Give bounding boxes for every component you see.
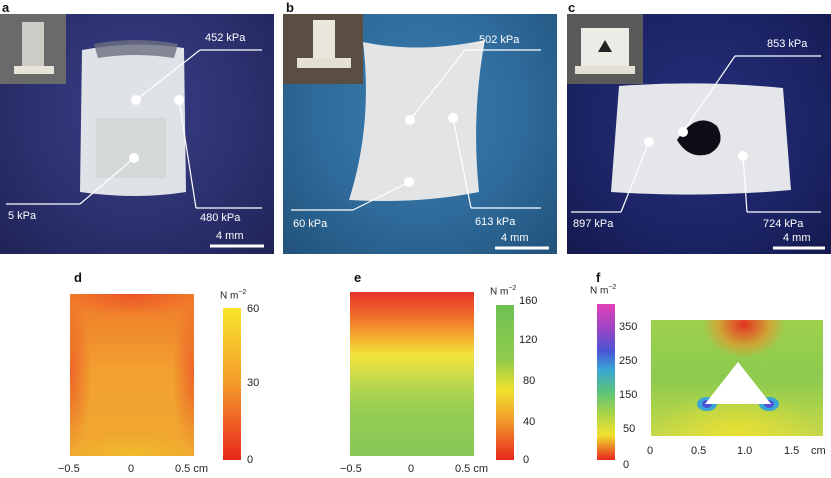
panel-e-x-tick: 0 bbox=[408, 463, 415, 475]
panel-c-scale-label: 4 mm bbox=[783, 232, 811, 244]
panel-e-label: e bbox=[354, 270, 362, 285]
panel-b-scale-label: 4 mm bbox=[501, 232, 529, 244]
panel-a-annotation-right: 480 kPa bbox=[200, 212, 241, 224]
panel-b-annotation-left: 60 kPa bbox=[293, 218, 328, 230]
panel-b-annotation-top: 502 kPa bbox=[479, 34, 520, 46]
panel-c-photo: 853 kPa 897 kPa 724 kPa 4 mm bbox=[567, 14, 831, 254]
panel-f-colorbar bbox=[597, 304, 615, 460]
panel-c-annotation-top: 853 kPa bbox=[767, 38, 808, 50]
panel-e-unit: N m−2 bbox=[490, 285, 517, 298]
panel-f-x-tick: cm bbox=[811, 445, 826, 457]
panel-d-label: d bbox=[74, 270, 82, 285]
panel-d-colorbar bbox=[223, 308, 241, 460]
panel-d-unit: N m−2 bbox=[220, 289, 247, 302]
panel-e-cbar-tick: 120 bbox=[519, 334, 538, 346]
panel-f-cbar-tick: 150 bbox=[619, 389, 638, 401]
panel-f-x-tick: 0 bbox=[647, 445, 654, 457]
panel-f-x-tick: 1.5 bbox=[784, 445, 800, 457]
panel-e-cbar-tick: 160 bbox=[519, 295, 538, 307]
panel-a-annotation-top: 452 kPa bbox=[205, 32, 246, 44]
panel-a-photo: 452 kPa 5 kPa 480 kPa 4 mm bbox=[0, 14, 274, 254]
panel-b-illustration bbox=[283, 14, 549, 250]
panel-e-x-tick: 0.5 cm bbox=[455, 463, 489, 475]
panel-f-cbar-tick: 0 bbox=[623, 459, 630, 471]
panel-f-cbar-tick: 350 bbox=[619, 321, 638, 333]
panel-f-label: f bbox=[596, 270, 601, 285]
panel-d-x-tick: −0.5 bbox=[58, 463, 80, 475]
panel-c-annotation-left: 897 kPa bbox=[573, 218, 614, 230]
panel-e-cbar-tick: 0 bbox=[523, 454, 530, 466]
panel-f-x-tick: 0.5 bbox=[691, 445, 707, 457]
panel-d-cbar-tick: 60 bbox=[247, 303, 260, 315]
panel-a-scale-label: 4 mm bbox=[216, 230, 244, 242]
panel-e-x-tick: −0.5 bbox=[340, 463, 362, 475]
panel-b-photo: 502 kPa 60 kPa 613 kPa 4 mm bbox=[283, 14, 557, 254]
panel-f-x-tick: 1.0 bbox=[737, 445, 753, 457]
panel-f-heatmap bbox=[651, 320, 823, 436]
panel-a-label: a bbox=[2, 0, 10, 15]
panel-d-x-tick: 0 bbox=[128, 463, 135, 475]
panel-d-heatmap bbox=[70, 294, 194, 456]
panel-e-heatmap bbox=[350, 292, 474, 456]
panel-f-cbar-tick: 50 bbox=[623, 423, 636, 435]
panel-a-illustration bbox=[0, 14, 264, 248]
panel-f-cbar-tick: 250 bbox=[619, 355, 638, 367]
panel-d-cbar-tick: 0 bbox=[247, 454, 254, 466]
panel-c-illustration bbox=[567, 14, 825, 250]
panel-e-cbar-tick: 80 bbox=[523, 375, 536, 387]
panel-f-unit: N m−2 bbox=[590, 284, 617, 297]
panel-c-label: c bbox=[568, 0, 576, 15]
panel-e-cbar-tick: 40 bbox=[523, 416, 536, 428]
panel-b-label: b bbox=[286, 0, 294, 15]
panel-b-annotation-right: 613 kPa bbox=[475, 216, 516, 228]
panel-f-hole bbox=[697, 362, 779, 411]
panel-d-x-tick: 0.5 cm bbox=[175, 463, 209, 475]
panel-d-cbar-tick: 30 bbox=[247, 377, 260, 389]
panel-e-colorbar bbox=[496, 305, 514, 460]
panel-c-annotation-right: 724 kPa bbox=[763, 218, 804, 230]
panel-a-annotation-left: 5 kPa bbox=[8, 210, 37, 222]
